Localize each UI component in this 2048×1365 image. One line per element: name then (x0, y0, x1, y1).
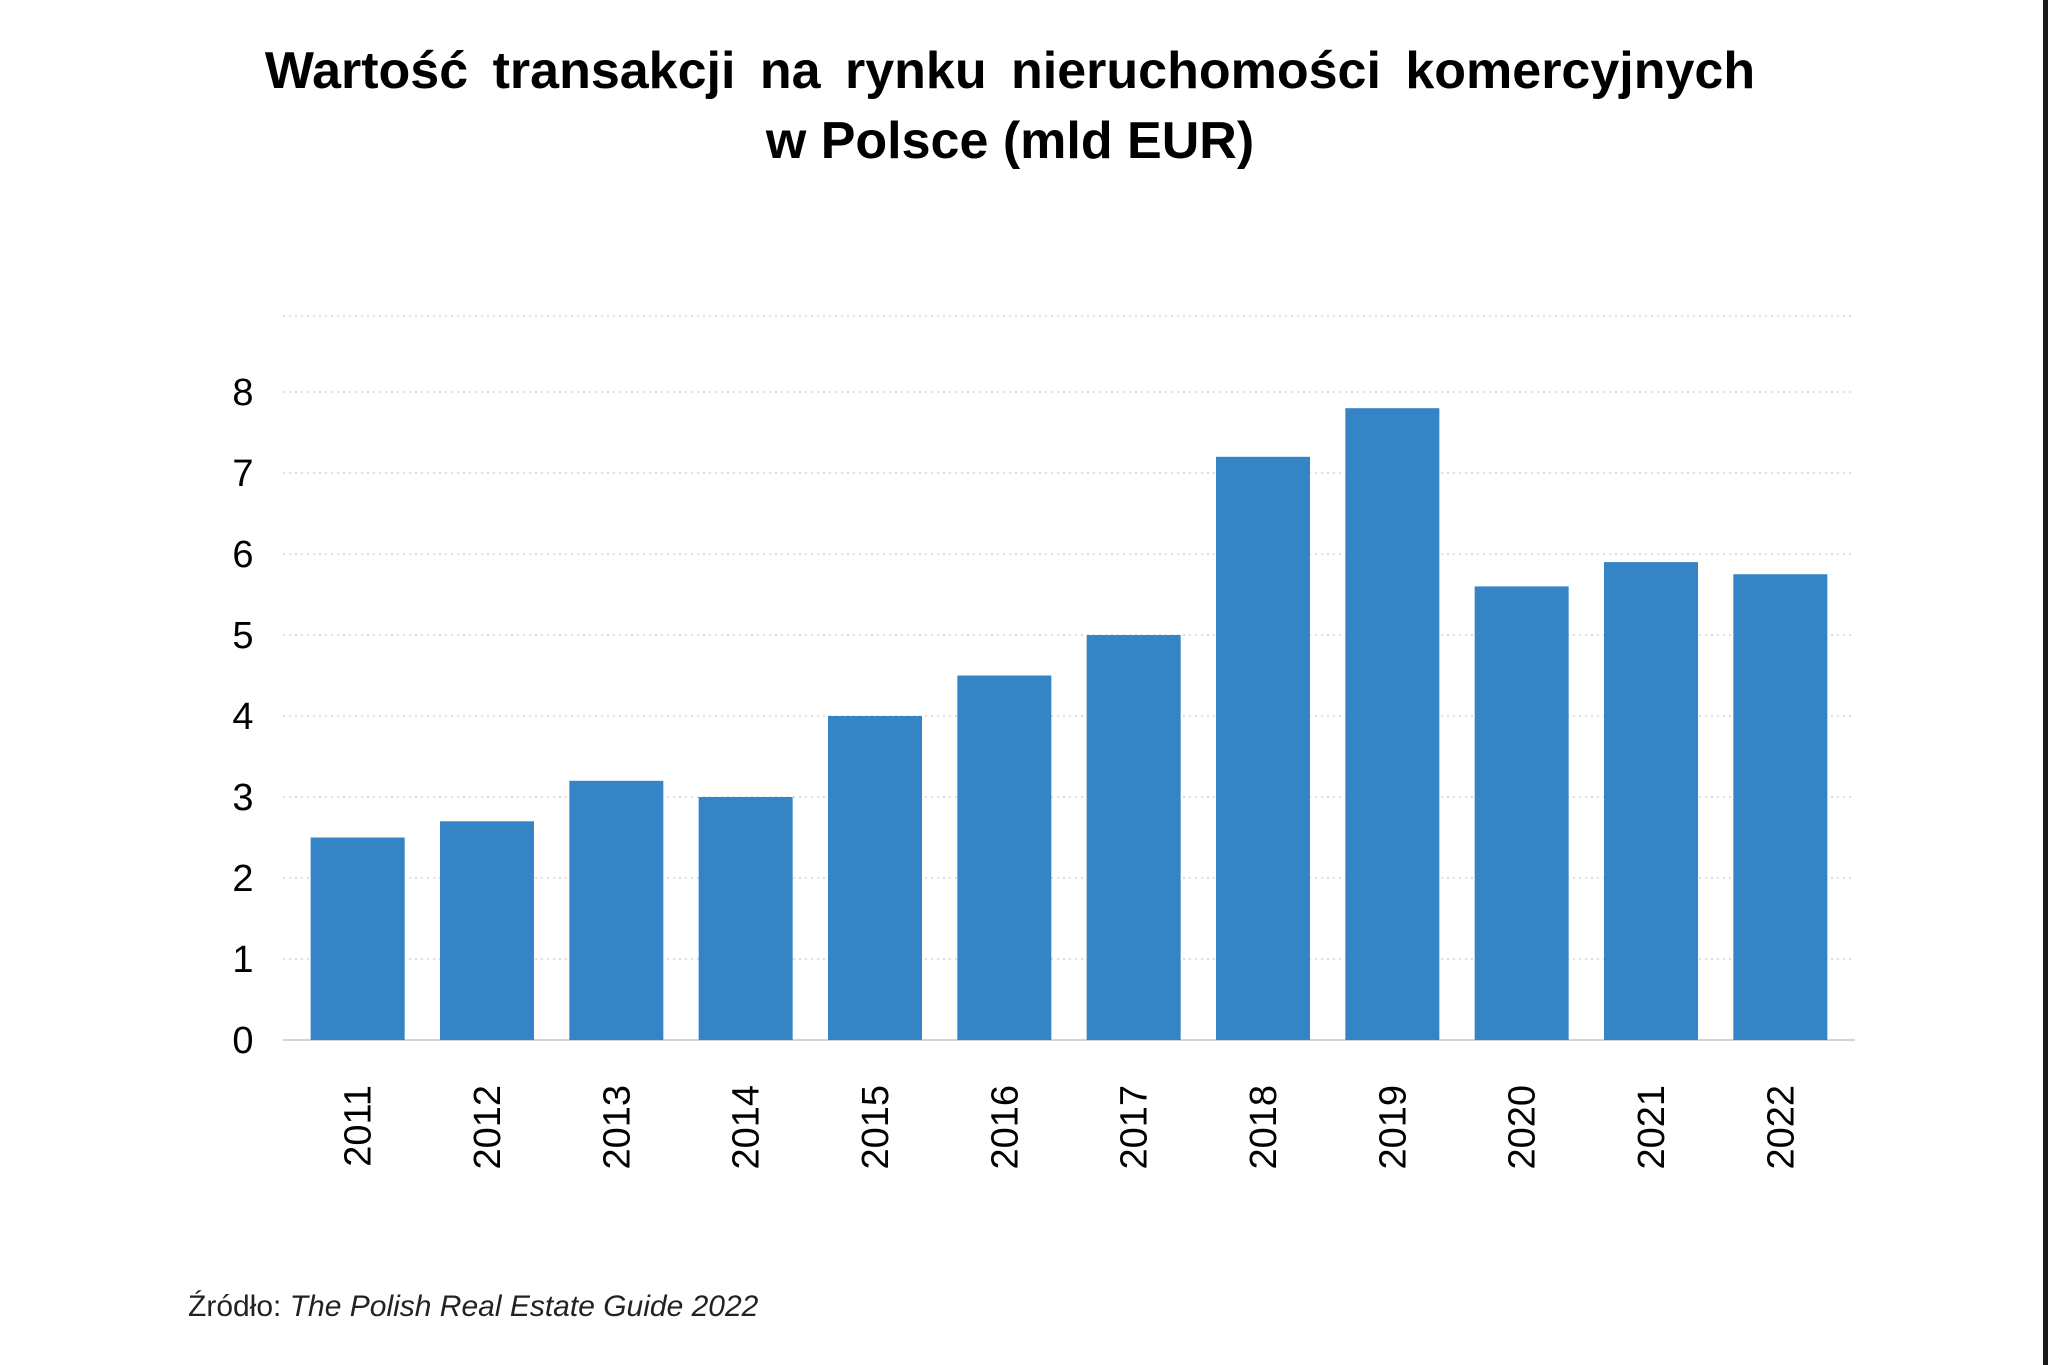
x-tick-label-2021: 2021 (1631, 1085, 1673, 1170)
bar-2020 (1474, 586, 1569, 1040)
y-tick-label-2: 2 (232, 858, 253, 900)
x-tick-label-2012: 2012 (467, 1085, 509, 1170)
y-tick-label-5: 5 (232, 615, 253, 657)
bar-2018 (1216, 456, 1310, 1040)
bars (310, 408, 1828, 1040)
chart-title-line-1: Wartość transakcji na rynku nieruchomośc… (264, 42, 1756, 100)
y-tick-label-4: 4 (232, 696, 253, 738)
right-edge-border (2043, 0, 2048, 1365)
bar-2017 (1086, 635, 1181, 1040)
y-tick-label-8: 8 (232, 372, 253, 414)
bar-2012 (440, 821, 534, 1040)
y-tick-label-3: 3 (232, 777, 253, 819)
y-tick-label-1: 1 (232, 939, 253, 981)
x-tick-label-2020: 2020 (1502, 1085, 1544, 1170)
bar-2015 (828, 716, 922, 1040)
bar-2022 (1733, 574, 1828, 1040)
x-tick-label-2017: 2017 (1114, 1085, 1156, 1170)
bar-2019 (1345, 408, 1440, 1040)
source-note: Źródło: The Polish Real Estate Guide 202… (188, 1290, 758, 1324)
x-tick-label-2015: 2015 (855, 1085, 897, 1170)
y-tick-label-0: 0 (232, 1020, 253, 1062)
x-tick-label-2022: 2022 (1760, 1085, 1802, 1170)
bar-2021 (1604, 562, 1698, 1040)
x-tick-label-2018: 2018 (1243, 1085, 1285, 1170)
x-axis-category-labels: 2011 2012 2013 2014 2015 2016 2017 2018 2019 2020… (338, 1085, 1803, 1170)
x-tick-label-2016: 2016 (984, 1085, 1026, 1170)
x-tick-label-2013: 2013 (596, 1085, 638, 1170)
x-tick-label-2019: 2019 (1372, 1085, 1414, 1170)
grid-lines (283, 315, 1855, 1041)
y-axis-tick-labels: 0 1 2 3 4 5 6 7 8 (232, 372, 253, 1062)
y-tick-label-7: 7 (232, 453, 253, 495)
chart-title: Wartość transakcji na rynku nieruchomośc… (200, 36, 1820, 176)
bar-2014 (698, 797, 793, 1040)
y-tick-label-6: 6 (232, 534, 253, 576)
bar-2013 (569, 780, 664, 1040)
x-tick-label-2011: 2011 (338, 1085, 380, 1167)
x-tick-label-2014: 2014 (726, 1085, 768, 1170)
chart-title-line-2: w Polsce (mld EUR) (765, 112, 1255, 170)
bar-2011 (310, 837, 405, 1040)
source-prefix: Źródło: (188, 1290, 282, 1323)
bar-2016 (957, 675, 1052, 1040)
source-name: The Polish Real Estate Guide 2022 (289, 1290, 759, 1323)
